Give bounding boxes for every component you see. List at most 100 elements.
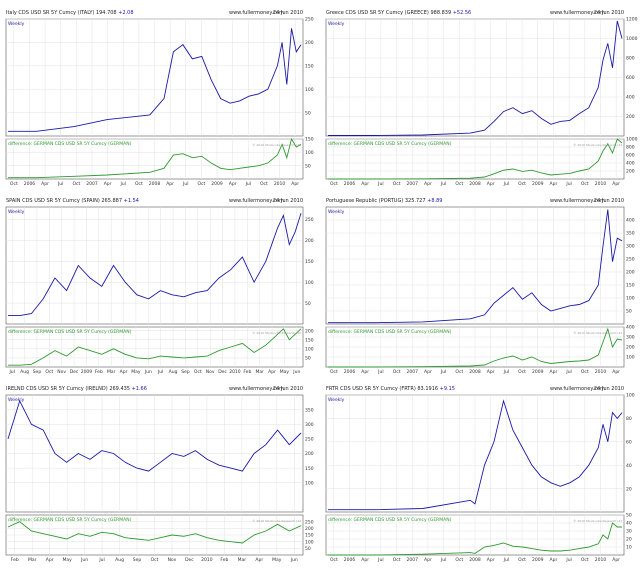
chart-3-xtick-label: 2010 — [229, 369, 241, 375]
chart-2-diff-ytick-label: 400 — [626, 161, 635, 167]
chart-6-site: www.fullermoney.com — [550, 386, 605, 392]
chart-5-title: IRELND CDS USD SR 5Y Cumcy (IRELND) 269.… — [6, 386, 147, 392]
chart-6-xtick-label: Jul — [503, 557, 509, 563]
chart-1-change: +2.08 — [118, 10, 133, 16]
chart-2-xtick-label: Oct — [455, 181, 463, 187]
chart-3-main-line — [8, 213, 302, 317]
chart-5-xtick-label: Apr — [255, 557, 263, 563]
chart-2-diff-ytick-label: 600 — [626, 153, 635, 159]
chart-5-date: 24 Jun 2010 — [273, 386, 303, 392]
chart-4-ytick-label: 250 — [626, 257, 635, 263]
chart-3-xtick-label: Jun — [144, 369, 152, 375]
chart-3-date: 24 Jun 2010 — [273, 198, 303, 204]
chart-5-xtick-label: Jun — [290, 557, 298, 563]
chart-4-xtick-label: 2008 — [469, 369, 481, 375]
chart-1-diff-ytick-label: 150 — [305, 137, 314, 143]
chart-4-xtick-label: Oct — [455, 369, 463, 375]
chart-2-main-line — [328, 20, 623, 136]
chart-4-xtick-label: Jul — [440, 369, 446, 375]
chart-1-xtick-label: Jul — [182, 181, 188, 187]
chart-6-xtick-label: Jul — [377, 557, 383, 563]
chart-3-ytick-label: 200 — [305, 238, 314, 244]
chart-2-xtick-label: Jul — [565, 181, 571, 187]
chart-3-xtick-label: Mar — [107, 369, 116, 375]
chart-5-main-line — [7, 399, 302, 472]
chart-4-xtick-label: Apr — [550, 369, 558, 375]
chart-1-ytick-label: 200 — [305, 40, 314, 46]
chart-6-xtick-label: Apr — [424, 557, 432, 563]
chart-4-ytick-label: 350 — [626, 231, 635, 237]
chart-5-xtick-label: Nov — [168, 557, 177, 563]
chart-2-copyright: © 2010 Stockcube Research Ltd — [573, 143, 622, 147]
chart-4-xtick-label: Oct — [393, 369, 401, 375]
chart-2-ytick-label: 1200 — [626, 17, 638, 23]
chart-5-ytick-label: 300 — [305, 422, 314, 428]
chart-3-diff-ytick-label: 50 — [305, 356, 311, 362]
chart-2-title: Greece CDS USD SR 5Y Cumcy (GREECE) 988.… — [326, 10, 471, 16]
chart-4-date: 24 Jun 2010 — [594, 198, 624, 204]
chart-6-xtick-label: 2006 — [344, 557, 356, 563]
chart-6-change: +9.15 — [440, 386, 455, 392]
chart-4-xtick-label: 2009 — [532, 369, 544, 375]
chart-3-xtick-label: 2009 — [81, 369, 93, 375]
chart-3-title: SPAIN CDS USD SR 5Y Cumcy (SPAIN) 265.88… — [6, 198, 139, 204]
chart-6-xtick-label: Apr — [361, 557, 369, 563]
chart-1-xtick-label: 2009 — [211, 181, 223, 187]
chart-6-main-line — [328, 399, 623, 511]
chart-1-diff-line — [8, 137, 302, 179]
chart-1-xtick-label: Oct — [135, 181, 143, 187]
chart-2-ytick-label: 400 — [626, 95, 635, 101]
chart-6-ytick-label: 20 — [626, 486, 632, 492]
chart-2-diff-line — [328, 138, 623, 180]
chart-1-xtick-label: 2006 — [24, 181, 36, 187]
chart-3-diff-ytick-label: 150 — [305, 337, 314, 343]
chart-1-ytick-label: 150 — [305, 64, 314, 70]
chart-5-xtick-label: Apr — [46, 557, 54, 563]
chart-3-xtick-label: Oct — [45, 369, 53, 375]
chart-2-xtick-label: Oct — [330, 181, 338, 187]
chart-3-xtick-label: Jul — [157, 369, 163, 375]
chart-3-xtick-label: Feb — [95, 369, 103, 375]
chart-5-ytick-label: 150 — [305, 466, 314, 472]
chart-2-xtick-label: 2007 — [407, 181, 419, 187]
chart-1-xtick-label: Apr — [104, 181, 112, 187]
chart-2-xtick-label: Apr — [361, 181, 369, 187]
chart-4-xtick-label: Apr — [612, 369, 620, 375]
chart-5-xtick-label: 2010 — [201, 557, 213, 563]
chart-6-ytick-label: 40 — [626, 463, 632, 469]
chart-2-ytick-label: 1000 — [626, 36, 638, 42]
chart-6-xtick-label: Jul — [565, 557, 571, 563]
chart-5-xtick-label: Feb — [11, 557, 19, 563]
chart-5-xtick-label: Dec — [185, 557, 194, 563]
chart-4-xtick-label: Jul — [565, 369, 571, 375]
chart-3-xtick-label: Dec — [218, 369, 227, 375]
chart-6-xtick-label: Jul — [440, 557, 446, 563]
chart-6-diff-label: difference: GERMAN CDS USD SR 5Y Cumcy (… — [328, 517, 452, 523]
chart-6-xtick-label: Apr — [550, 557, 558, 563]
chart-1-xtick-label: Apr — [41, 181, 49, 187]
chart-3-change: +1.54 — [124, 198, 139, 204]
chart-1-copyright: © 2010 Stockcube Research Ltd — [252, 143, 301, 147]
chart-2-title-text: Greece CDS USD SR 5Y Cumcy (GREECE) 988.… — [326, 10, 453, 16]
chart-6-xtick-label: Apr — [612, 557, 620, 563]
chart-2-xtick-label: Apr — [612, 181, 620, 187]
chart-6-xtick-label: Oct — [393, 557, 401, 563]
chart-2-xtick-label: Apr — [424, 181, 432, 187]
chart-3-diff-ytick-label: 200 — [305, 328, 314, 334]
chart-2-xtick-label: Jul — [440, 181, 446, 187]
chart-3-diff-label: difference: GERMAN CDS USD SR 5Y Cumcy (… — [8, 329, 132, 335]
chart-6-title-text: FRTR CDS USD SR 5Y Cumcy (FRTR) 83.1916 — [326, 386, 440, 392]
chart-5-diff-line — [7, 521, 302, 544]
chart-4-copyright: © 2010 Stockcube Research Ltd — [573, 331, 622, 335]
chart-1-xtick-label: Jul — [120, 181, 126, 187]
chart-4-xtick-label: Apr — [361, 369, 369, 375]
chart-3-ytick-label: 100 — [305, 280, 314, 286]
chart-2-xtick-label: Jul — [377, 181, 383, 187]
chart-4-xtick-label: Apr — [424, 369, 432, 375]
chart-2-site: www.fullermoney.com — [550, 10, 605, 16]
chart-5-diff-label: difference: GERMAN CDS USD SR 5Y Cumcy (… — [8, 517, 132, 523]
chart-5-xtick-label: Feb — [220, 557, 228, 563]
chart-1-xtick-label: 2007 — [86, 181, 98, 187]
chart-3-xtick-label: Apr — [120, 369, 128, 375]
